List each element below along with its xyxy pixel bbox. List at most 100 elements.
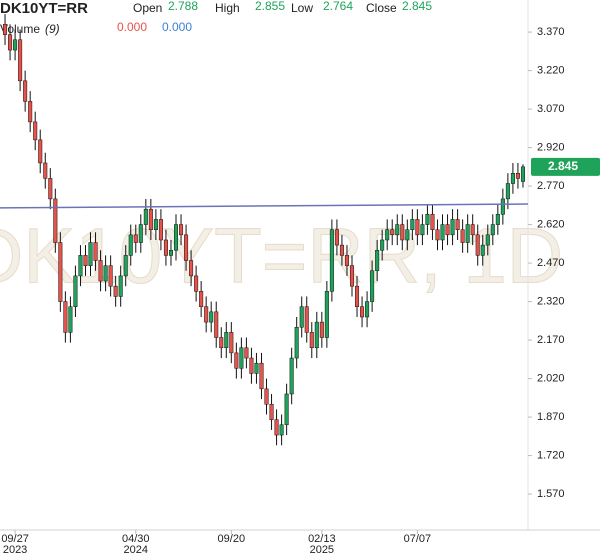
- candle-body: [239, 347, 244, 369]
- candle-body: [168, 249, 173, 256]
- candle-body: [289, 357, 294, 395]
- low-label: Low: [291, 1, 313, 15]
- candle-body: [495, 214, 500, 225]
- y-tick-label: 2.920: [537, 141, 565, 153]
- candle-body: [435, 229, 440, 241]
- candle-body: [8, 34, 13, 51]
- candle-body: [430, 214, 435, 230]
- candle-body: [360, 306, 365, 318]
- candle-body: [284, 393, 289, 426]
- candle-body: [405, 229, 410, 241]
- y-tick-label: 2.320: [537, 295, 565, 307]
- x-tick-label: 09/27: [1, 533, 29, 545]
- last-price-label: 2.845: [548, 159, 578, 173]
- candle-body: [380, 239, 385, 251]
- volume-period: (9): [45, 22, 60, 36]
- candle-body: [153, 219, 158, 230]
- candle-body: [103, 265, 108, 282]
- candle-body: [445, 224, 450, 236]
- candle-body: [465, 224, 470, 243]
- candle-body: [475, 234, 480, 256]
- candle-body: [395, 224, 400, 236]
- candle-body: [204, 306, 209, 323]
- candle-body: [189, 260, 194, 277]
- candle-body: [244, 347, 249, 359]
- candle-body: [460, 229, 465, 243]
- candle-body: [324, 291, 329, 338]
- candle-body: [184, 234, 189, 261]
- open-value: 2.788: [168, 0, 198, 13]
- x-tick-year: 2023: [3, 544, 27, 556]
- candle-body: [209, 311, 214, 323]
- candle-body: [365, 301, 370, 318]
- candle-body: [133, 234, 138, 243]
- candle-body: [194, 275, 199, 292]
- high-value: 2.855: [255, 0, 285, 13]
- candle-body: [294, 326, 299, 359]
- candle-body: [410, 219, 415, 230]
- last-price-tag: [531, 157, 600, 176]
- candle-body: [98, 260, 103, 282]
- candle-body: [148, 208, 153, 230]
- x-tick-year: 2024: [124, 544, 148, 556]
- x-tick-label: 07/07: [404, 533, 432, 545]
- y-tick-label: 3.220: [537, 64, 565, 76]
- candle-body: [264, 388, 269, 405]
- candle-body: [259, 362, 264, 390]
- candle-body: [385, 229, 390, 241]
- candle-body: [68, 306, 73, 333]
- candle-body: [224, 332, 229, 349]
- candle-body: [173, 224, 179, 251]
- candle-body: [214, 311, 219, 338]
- candle-body: [480, 244, 485, 256]
- candle-body: [319, 321, 324, 338]
- candle-body: [400, 224, 405, 241]
- candle-body: [128, 234, 133, 256]
- candle-body: [279, 424, 284, 436]
- x-tick-label: 09/20: [218, 533, 246, 545]
- close-label: Close: [366, 1, 397, 15]
- candle-body: [390, 229, 395, 236]
- candle-body: [510, 172, 515, 184]
- candle-body: [520, 166, 525, 182]
- candle-body: [18, 39, 23, 82]
- candle-body: [3, 24, 8, 35]
- y-tick-label: 3.370: [537, 26, 565, 38]
- y-tick-label: 1.720: [537, 449, 565, 461]
- candle-body: [425, 214, 430, 225]
- candle-body: [274, 419, 279, 436]
- volume-value: 0.000: [162, 20, 192, 34]
- candle-body: [249, 357, 254, 374]
- candle-body: [138, 224, 143, 243]
- y-tick-label: 2.470: [537, 257, 565, 269]
- candle-body: [309, 332, 314, 349]
- candle-body: [23, 80, 28, 102]
- candle-body: [450, 219, 455, 236]
- candle-body: [158, 219, 163, 241]
- y-tick-label: 2.620: [537, 218, 565, 230]
- candle-body: [38, 139, 43, 164]
- candle-body: [490, 224, 495, 236]
- candle-body: [143, 208, 148, 225]
- candle-body: [355, 285, 360, 307]
- candle-body: [93, 242, 98, 261]
- candle-body: [485, 234, 490, 246]
- candle-body: [339, 244, 344, 256]
- candle-body: [43, 162, 48, 179]
- candle-body: [53, 198, 58, 243]
- candle-body: [269, 403, 274, 420]
- y-tick-label: 1.870: [537, 411, 565, 423]
- close-value: 2.845: [402, 0, 432, 13]
- candle-body: [415, 219, 420, 236]
- x-tick-label: 02/13: [308, 533, 336, 545]
- candle-body: [88, 242, 93, 266]
- candle-body: [234, 352, 239, 369]
- candle-body: [229, 332, 234, 354]
- candle-body: [118, 275, 123, 297]
- candle-body: [48, 178, 53, 200]
- candle-body: [13, 39, 18, 51]
- candle-body: [505, 183, 510, 200]
- candle-body: [63, 301, 68, 333]
- low-value: 2.764: [323, 0, 353, 13]
